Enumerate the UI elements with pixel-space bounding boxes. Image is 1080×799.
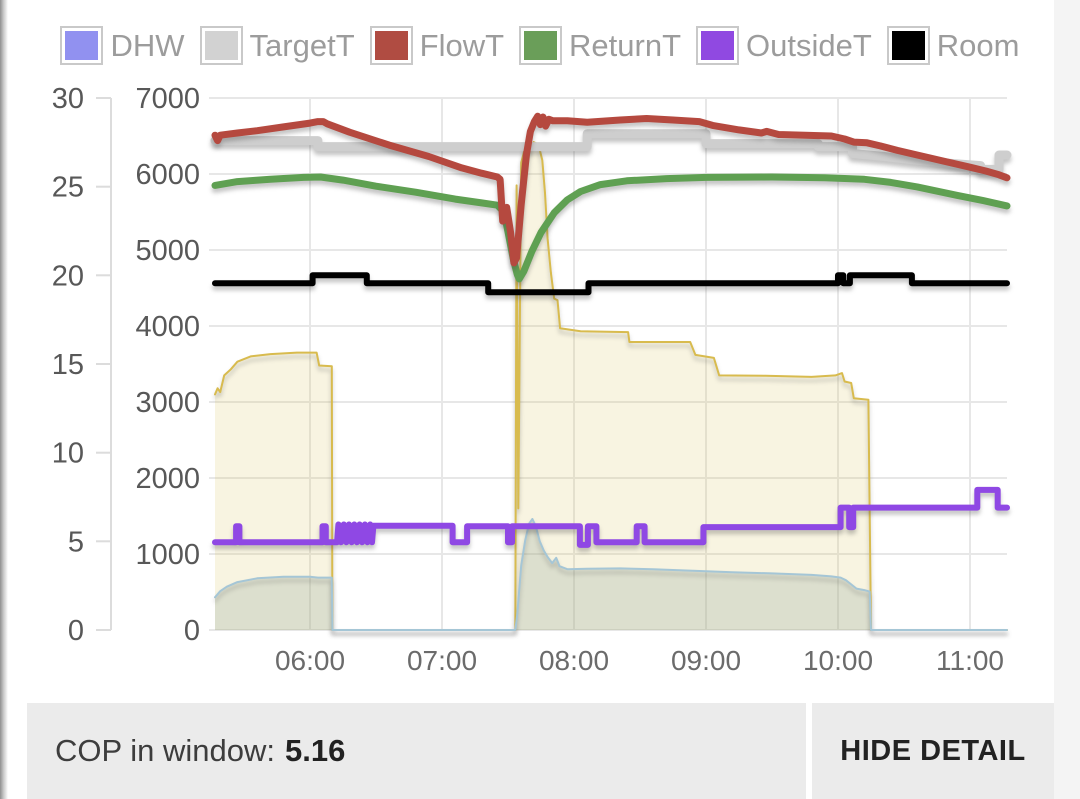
power-tick-label: 1000 [135,539,200,571]
power-tick-label: 6000 [135,159,200,191]
legend-label: TargetT [249,27,355,63]
temp-tick-label: 30 [52,83,84,115]
cop-window-label: COP in window: [55,733,275,768]
legend-swatch-flowt [369,26,413,65]
temp-axis: 0 5 10 15 20 25 30 [52,83,112,647]
time-tick-label: 08:00 [539,645,609,676]
power-tick-label: 7000 [135,83,200,115]
legend-color-icon [524,31,558,60]
legend-color-icon [65,31,99,60]
legend-color-icon [204,31,238,60]
legend-swatch-outsidet [696,26,740,65]
series-returnt-line [211,173,1011,283]
time-axis: 06:00 07:00 08:00 09:00 10:00 11:00 [275,645,1004,676]
legend-color-icon [701,31,735,60]
temp-tick-label: 5 [68,526,84,558]
time-tick-label: 09:00 [671,645,741,676]
cop-window-value: 5.16 [284,733,346,768]
legend-item-room[interactable]: Room [886,26,1020,65]
legend-label: DHW [110,27,185,63]
series-outsidet-line [212,486,1010,548]
power-tick-label: 4000 [135,311,200,343]
power-tick-label: 3000 [135,387,200,419]
horizontal-gridlines [209,97,1007,631]
legend-label: ReturnT [569,27,682,63]
legend-label: Room [936,27,1020,63]
left-edge-strip [0,0,8,799]
legend-label: OutsideT [746,27,872,63]
legend-color-icon [374,31,408,60]
chart-canvas[interactable]: 0 5 10 15 20 25 30 0 1000 2000 3000 4000 5000 6000 700… [0,0,1080,702]
legend-item-dhw[interactable]: DHW [60,26,185,65]
temp-tick-label: 10 [52,438,84,470]
time-tick-label: 11:00 [936,645,1004,676]
power-axis: 0 1000 2000 3000 4000 5000 6000 7000 [135,83,200,647]
series-electric-input-area-line [214,518,1008,631]
series-room-line [212,272,1010,296]
legend-item-targett[interactable]: TargetT [199,26,355,65]
temp-tick-label: 15 [52,349,84,381]
right-edge-panel [1054,0,1080,799]
series-heat-output-area-line [214,141,1008,631]
series-electric-input-area-fill [215,519,1007,630]
legend-item-outsidet[interactable]: OutsideT [696,26,872,65]
time-tick-label: 07:00 [407,645,477,676]
temp-tick-label: 0 [68,615,84,647]
vertical-gridlines [309,98,971,630]
series-flowt-line [211,112,1011,267]
temp-tick-label: 25 [52,172,84,204]
power-tick-label: 2000 [135,463,200,495]
chart-legend: DHW TargetT FlowT ReturnT OutsideT Room [0,26,1080,65]
cop-summary: COP in window: 5.16 [27,703,806,799]
temp-tick-label: 20 [52,260,84,292]
legend-swatch-dhw [60,26,104,65]
legend-swatch-returnt [519,26,563,65]
power-tick-label: 0 [184,615,200,647]
legend-label: FlowT [419,27,505,63]
series-heat-output-area-fill [215,142,1007,630]
legend-item-flowt[interactable]: FlowT [369,26,505,65]
hide-detail-button[interactable]: HIDE DETAIL [812,703,1054,799]
heatpump-chart-svg[interactable]: 0 5 10 15 20 25 30 0 1000 2000 3000 4000 5000 6000 700… [0,0,1080,702]
time-tick-label: 06:00 [275,645,345,676]
power-tick-label: 5000 [135,235,200,267]
summary-bar: COP in window: 5.16 HIDE DETAIL [0,703,1080,799]
legend-item-returnt[interactable]: ReturnT [519,26,681,65]
legend-swatch-room [886,26,930,65]
time-tick-label: 10:00 [803,645,873,676]
legend-color-icon [891,31,925,60]
legend-swatch-targett [199,26,243,65]
